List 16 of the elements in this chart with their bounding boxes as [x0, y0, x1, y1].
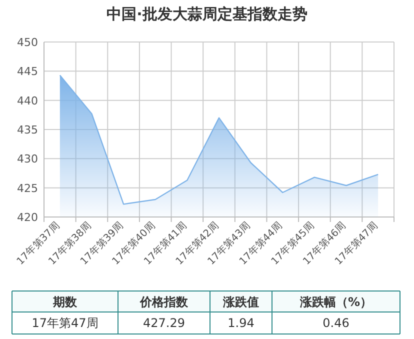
y-tick-label: 435 — [17, 124, 38, 136]
text: 17年第47周 — [32, 316, 98, 330]
text: 0.46 — [322, 316, 350, 330]
y-tick-label: 445 — [17, 65, 38, 78]
chart-title: 中国·批发大蒜周定基指数走势 — [106, 5, 308, 23]
y-tick-label: 440 — [17, 94, 38, 108]
text: 价格指数 — [139, 295, 189, 309]
text: 1.94 — [228, 316, 254, 330]
y-tick-label: 430 — [17, 152, 38, 166]
text: 427.29 — [143, 316, 185, 330]
y-tick-label: 420 — [17, 211, 38, 224]
text: 期数 — [52, 295, 78, 309]
text: 涨跌幅（%） — [298, 295, 372, 309]
text: 涨跌值 — [222, 295, 259, 309]
y-tick-label: 425 — [17, 182, 38, 195]
y-tick-label: 450 — [17, 36, 38, 49]
